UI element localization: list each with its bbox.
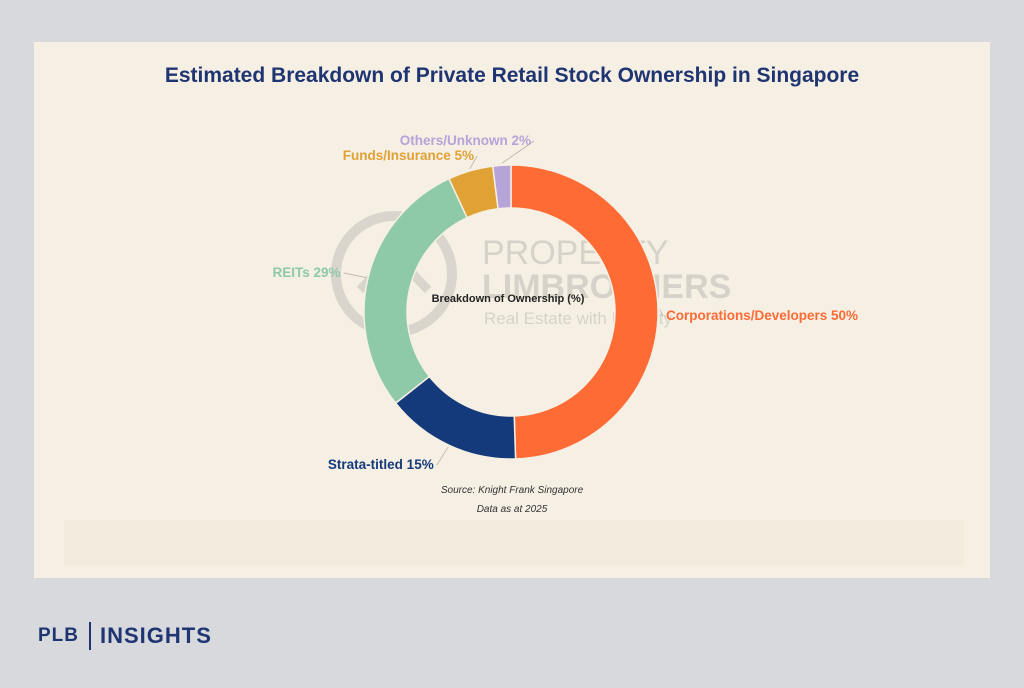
brand-divider	[89, 622, 91, 650]
label-leader-line	[469, 155, 478, 169]
slice-label-corporations-developers: Corporations/Developers 50%	[666, 308, 858, 323]
donut-slice-others-unknown	[491, 164, 512, 210]
slice-label-reits: REITs 29%	[273, 265, 341, 280]
donut-center-label: Breakdown of Ownership (%)	[432, 293, 585, 305]
source-note: Source: Knight Frank Singapore	[440, 485, 584, 496]
donut-chart: PROPERTY LIMBROTHERS Real Estate with In…	[273, 133, 859, 472]
label-leader-line	[501, 140, 535, 164]
slice-label-others-unknown: Others/Unknown 2%	[400, 133, 531, 148]
chart-card: Estimated Breakdown of Private Retail St…	[34, 42, 990, 578]
watermark-line2: LIMBROTHERS	[482, 268, 731, 306]
slice-label-funds-insurance: Funds/Insurance 5%	[343, 148, 474, 163]
brand-footer: PLB INSIGHTS	[38, 620, 212, 652]
card-footer-band	[64, 520, 964, 566]
label-leader-line	[343, 272, 367, 278]
brand-name: PLB	[38, 625, 79, 646]
donut-slice-corporations-developers	[510, 164, 659, 460]
section-name: INSIGHTS	[100, 623, 212, 648]
label-leader-line	[436, 446, 449, 466]
label-leader-line	[659, 309, 664, 317]
data-date-note: Data as at 2025	[476, 504, 548, 515]
slice-label-strata-titled: Strata-titled 15%	[328, 457, 434, 472]
chart-title: Estimated Breakdown of Private Retail St…	[164, 64, 860, 87]
